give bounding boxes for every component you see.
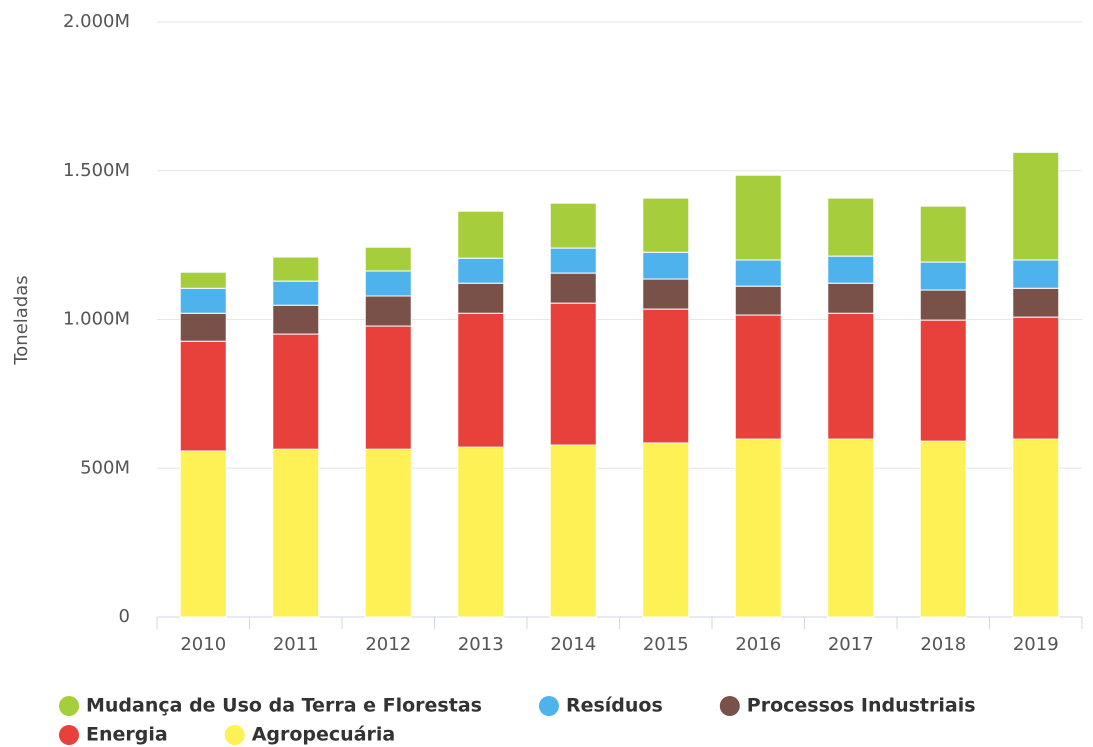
y-tick-label: 500M bbox=[80, 457, 130, 478]
bar-segment bbox=[179, 450, 227, 618]
bar-segment bbox=[919, 261, 967, 291]
bar-segment bbox=[272, 448, 320, 618]
bar-segment bbox=[272, 333, 320, 450]
bar-segment bbox=[642, 308, 690, 444]
bar-segment bbox=[549, 272, 597, 304]
bar-segment bbox=[364, 295, 412, 327]
bar-segment bbox=[734, 438, 782, 618]
bar-segment bbox=[919, 205, 967, 263]
legend-text: Resíduos bbox=[566, 695, 663, 717]
bar-segment bbox=[179, 287, 227, 314]
legend-text: Agropecuária bbox=[252, 724, 396, 746]
bar-segment bbox=[364, 246, 412, 272]
x-tick-label: 2010 bbox=[180, 634, 226, 655]
x-tick-label: 2018 bbox=[920, 634, 966, 655]
bar-segment bbox=[364, 270, 412, 297]
bar-segment bbox=[364, 325, 412, 450]
bar-segment bbox=[642, 197, 690, 253]
bar-segment bbox=[179, 271, 227, 289]
bar-segment bbox=[827, 255, 875, 284]
y-axis-title: Toneladas bbox=[11, 275, 32, 365]
bar-segment bbox=[1012, 316, 1060, 440]
bar-segment bbox=[734, 314, 782, 440]
bar-segment bbox=[272, 304, 320, 335]
legend-marker bbox=[719, 696, 740, 716]
bar-segment bbox=[1012, 259, 1060, 289]
bar-segment bbox=[457, 210, 505, 259]
bar-segment bbox=[549, 444, 597, 618]
bar-segment bbox=[827, 282, 875, 314]
bar-segment bbox=[827, 438, 875, 618]
bar-segment bbox=[642, 251, 690, 280]
x-tick-label: 2014 bbox=[550, 634, 596, 655]
y-tick-label: 0 bbox=[119, 606, 130, 627]
y-tick-label: 2.000M bbox=[63, 11, 130, 32]
bar-segment bbox=[179, 312, 227, 342]
bar-segment bbox=[364, 448, 412, 618]
bar-segment bbox=[1012, 438, 1060, 618]
bar-segment bbox=[642, 442, 690, 618]
legend-marker bbox=[59, 696, 79, 716]
bar-segment bbox=[457, 312, 505, 448]
x-tick-label: 2011 bbox=[273, 634, 319, 655]
bar-segment bbox=[457, 446, 505, 618]
x-tick-label: 2012 bbox=[365, 634, 411, 655]
bar-segment bbox=[642, 278, 690, 310]
bar-segment bbox=[179, 340, 227, 452]
bar-segment bbox=[919, 289, 967, 321]
legend-marker bbox=[224, 725, 245, 745]
bar-segment bbox=[549, 202, 597, 249]
legend-text: Processos Industriais bbox=[747, 695, 976, 717]
bar-segment bbox=[1012, 151, 1060, 261]
y-tick-label: 1.500M bbox=[63, 160, 130, 181]
bar-segment bbox=[1012, 287, 1060, 318]
legend-text: Mudança de Uso da Terra e Florestas bbox=[86, 695, 482, 717]
y-tick-label: 1.000M bbox=[63, 309, 130, 330]
bar-segment bbox=[457, 282, 505, 314]
bar-segment bbox=[827, 197, 875, 257]
bar-segment bbox=[827, 312, 875, 440]
x-tick-label: 2017 bbox=[828, 634, 874, 655]
bar-segment bbox=[734, 174, 782, 261]
legend-text: Energia bbox=[86, 724, 168, 746]
bar-segment bbox=[549, 302, 597, 446]
bar-segment bbox=[919, 440, 967, 618]
bar-segment bbox=[549, 247, 597, 274]
x-tick-label: 2019 bbox=[1013, 634, 1059, 655]
legend-marker bbox=[538, 696, 559, 716]
bar-segment bbox=[734, 285, 782, 316]
bar-segment bbox=[919, 319, 967, 442]
bar-segment bbox=[272, 280, 320, 306]
x-tick-label: 2013 bbox=[458, 634, 504, 655]
bar-segment bbox=[272, 256, 320, 282]
x-tick-label: 2016 bbox=[735, 634, 781, 655]
bar-segment bbox=[734, 259, 782, 287]
bar-segment bbox=[457, 257, 505, 284]
x-tick-label: 2015 bbox=[643, 634, 689, 655]
legend-marker bbox=[59, 725, 79, 745]
